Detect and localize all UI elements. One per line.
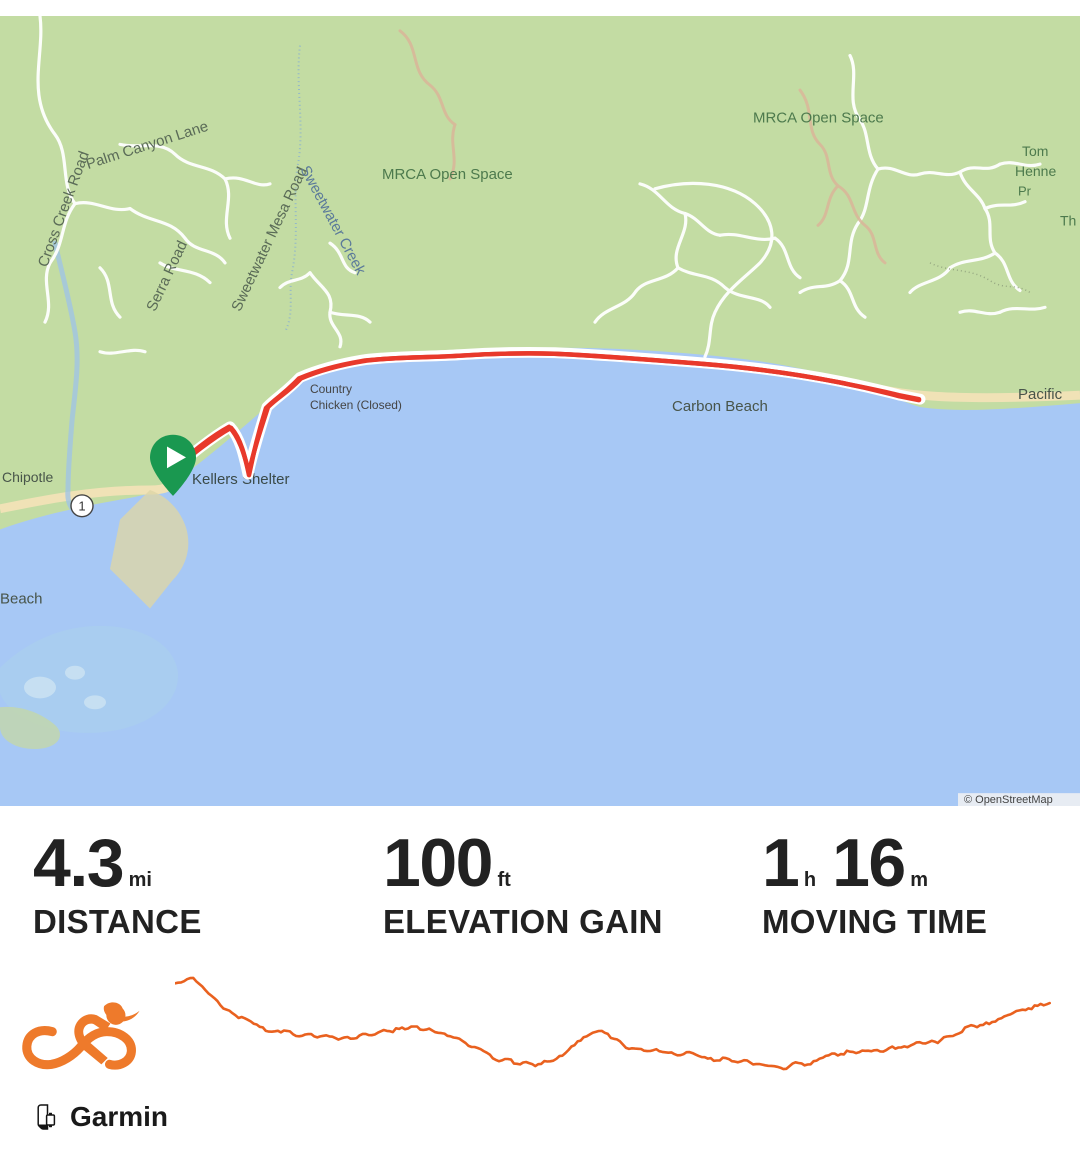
svg-text:Chicken (Closed): Chicken (Closed) <box>310 398 402 412</box>
svg-text:Tom: Tom <box>1022 143 1048 159</box>
svg-text:1: 1 <box>78 499 85 514</box>
svg-text:MRCA Open Space: MRCA Open Space <box>382 167 513 183</box>
svg-text:Carbon Beach: Carbon Beach <box>672 399 768 415</box>
svg-text:Pr: Pr <box>1018 184 1032 199</box>
svg-text:Henne: Henne <box>1015 163 1057 179</box>
svg-text:Th: Th <box>1060 212 1076 228</box>
svg-text:Kellers Shelter: Kellers Shelter <box>192 472 289 488</box>
svg-text:Pacific: Pacific <box>1018 387 1063 403</box>
svg-text:© OpenStreetMap: © OpenStreetMap <box>964 794 1053 806</box>
svg-text:Beach: Beach <box>0 592 42 608</box>
svg-text:Chipotle: Chipotle <box>2 469 54 485</box>
svg-text:MRCA Open Space: MRCA Open Space <box>753 111 884 127</box>
svg-text:Country: Country <box>310 382 352 396</box>
